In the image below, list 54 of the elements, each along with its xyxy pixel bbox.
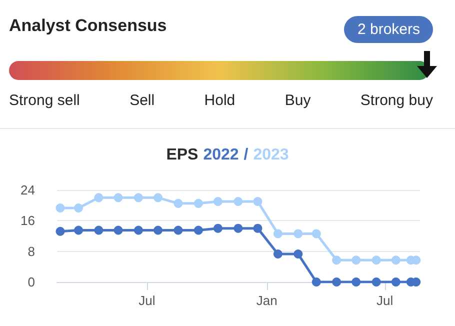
text: 2 brokers [344, 16, 433, 43]
point [134, 226, 143, 235]
x-tick-label: Jul [138, 293, 156, 308]
point [56, 204, 65, 213]
text: Analyst Consensus [9, 16, 167, 36]
point [174, 226, 183, 235]
point [94, 226, 104, 235]
x-tick-label: Jan [256, 293, 278, 308]
text: 2022 [203, 146, 239, 164]
point [174, 198, 183, 208]
point [332, 278, 342, 286]
point [294, 229, 303, 238]
point [74, 226, 84, 235]
point [253, 197, 262, 206]
point [234, 197, 243, 206]
text: / [244, 146, 249, 164]
category-label: Strong buy [360, 92, 433, 109]
point [294, 250, 303, 259]
point [194, 198, 203, 208]
point [114, 193, 123, 202]
point [273, 229, 282, 238]
point [94, 193, 104, 202]
point [312, 229, 321, 238]
point [213, 197, 222, 206]
point [134, 193, 143, 202]
point [213, 224, 222, 233]
point [194, 226, 203, 235]
y-tick-label: 16 [20, 213, 35, 228]
y-tick-label: 24 [20, 182, 35, 198]
point [114, 226, 123, 235]
category-label: Sell [130, 92, 155, 109]
point [253, 224, 262, 233]
x-tick-label: Jul [376, 293, 394, 308]
point [234, 224, 243, 233]
point [391, 256, 400, 265]
point [372, 256, 381, 265]
point [273, 250, 282, 259]
category-label: Buy [284, 92, 311, 109]
point [312, 278, 321, 286]
point [391, 278, 400, 286]
point [332, 256, 342, 265]
point [154, 193, 163, 202]
point [74, 204, 84, 213]
point [352, 278, 361, 286]
chart-title: EPS [166, 146, 199, 164]
y-tick-label: 8 [28, 244, 35, 259]
y-tick-label: 0 [28, 274, 35, 290]
point [56, 226, 65, 236]
point [154, 226, 163, 235]
category-label: Hold [204, 92, 236, 109]
text: 2023 [253, 146, 289, 164]
point [372, 278, 381, 286]
point [352, 256, 361, 265]
category-label: Strong sell [9, 92, 80, 109]
